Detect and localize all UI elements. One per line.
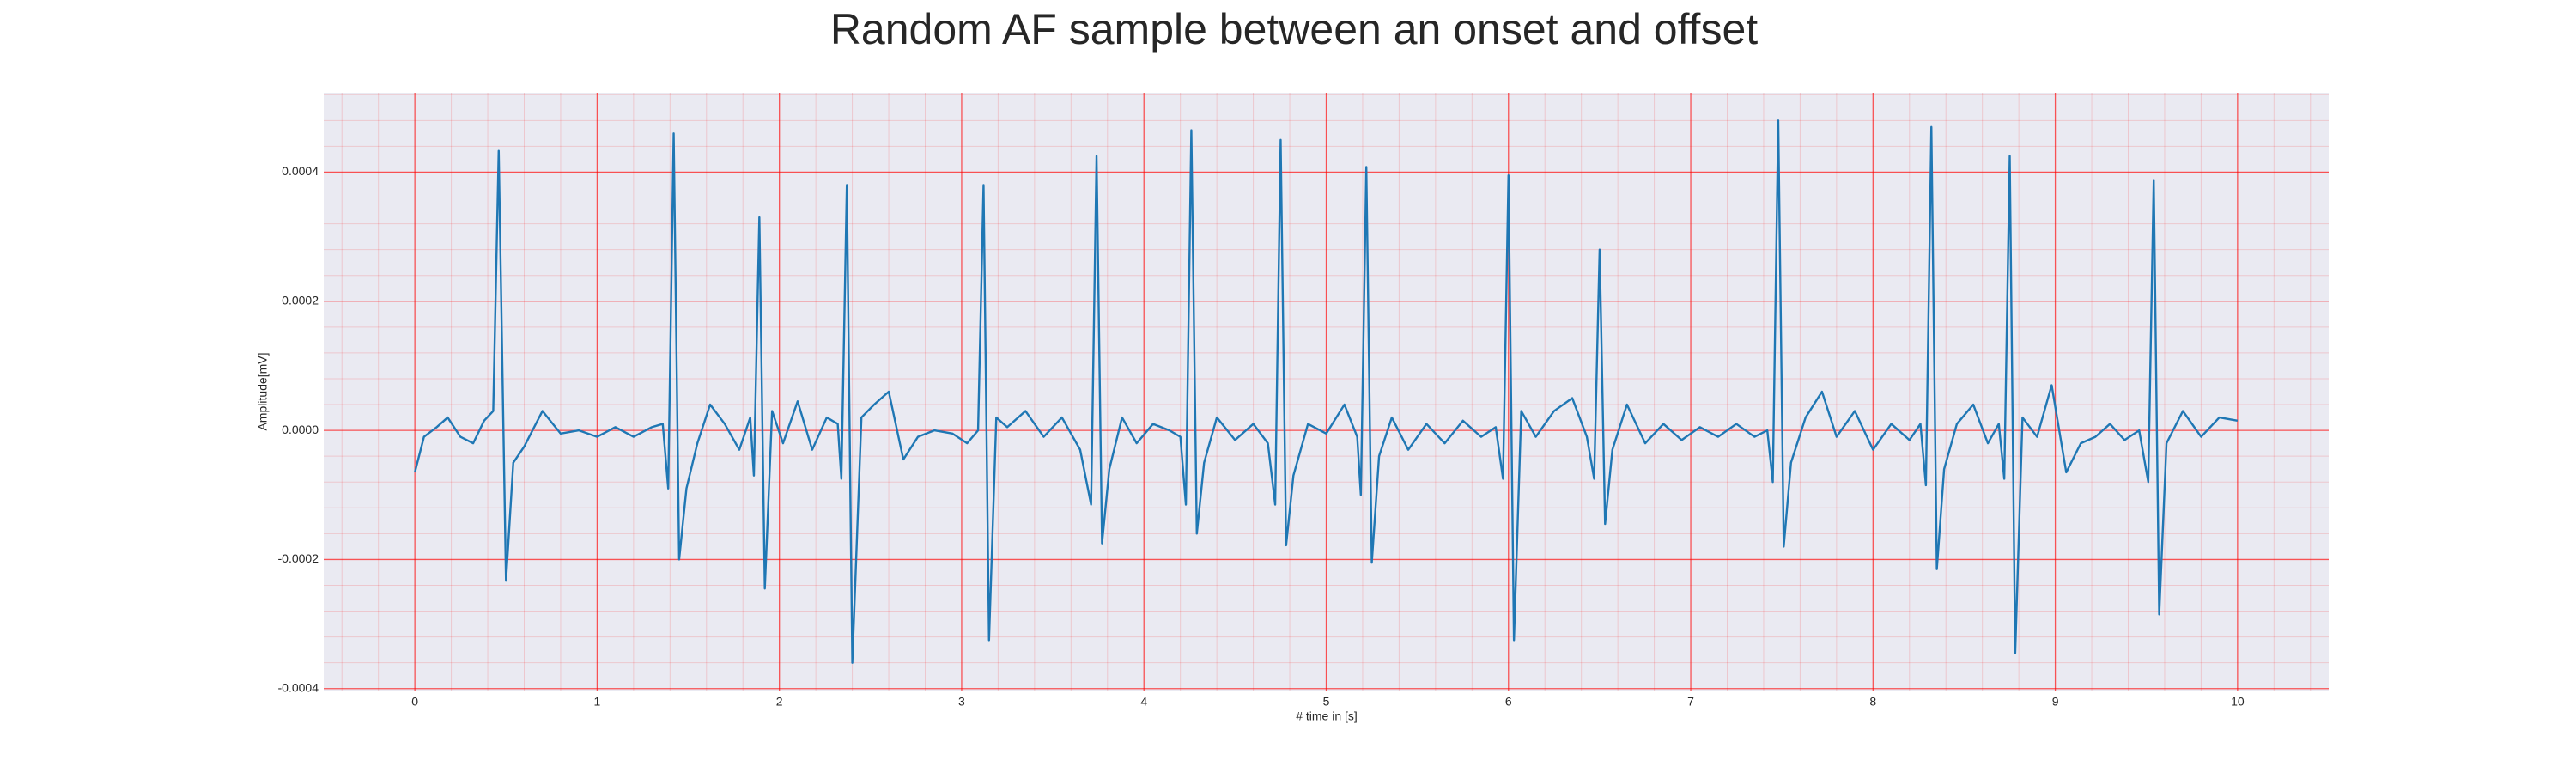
y-tick-label: 0.0002 [282, 293, 319, 307]
y-tick-label: -0.0004 [278, 680, 319, 694]
y-tick-label: -0.0002 [278, 551, 319, 565]
signal-line [413, 119, 2239, 664]
chart-title: Random AF sample between an onset and of… [830, 5, 1758, 53]
y-axis-label: Amplitude[mV] [256, 352, 270, 430]
x-tick-label: 9 [2052, 695, 2059, 709]
x-tick-label: 5 [1323, 695, 1330, 709]
x-tick-label: 1 [594, 695, 601, 709]
x-tick-label: 4 [1140, 695, 1147, 709]
x-tick-label: 7 [1687, 695, 1694, 709]
x-tick-label: 0 [411, 695, 418, 709]
x-tick-label: 10 [2231, 695, 2245, 709]
x-tick-label: 6 [1505, 695, 1512, 709]
y-tick-label: 0.0004 [282, 164, 319, 178]
x-tick-label: 3 [958, 695, 965, 709]
x-tick-label: 8 [1869, 695, 1876, 709]
x-tick-label: 2 [776, 695, 783, 709]
y-tick-label: 0.0000 [282, 423, 319, 436]
x-axis-label: # time in [s] [1296, 709, 1358, 723]
